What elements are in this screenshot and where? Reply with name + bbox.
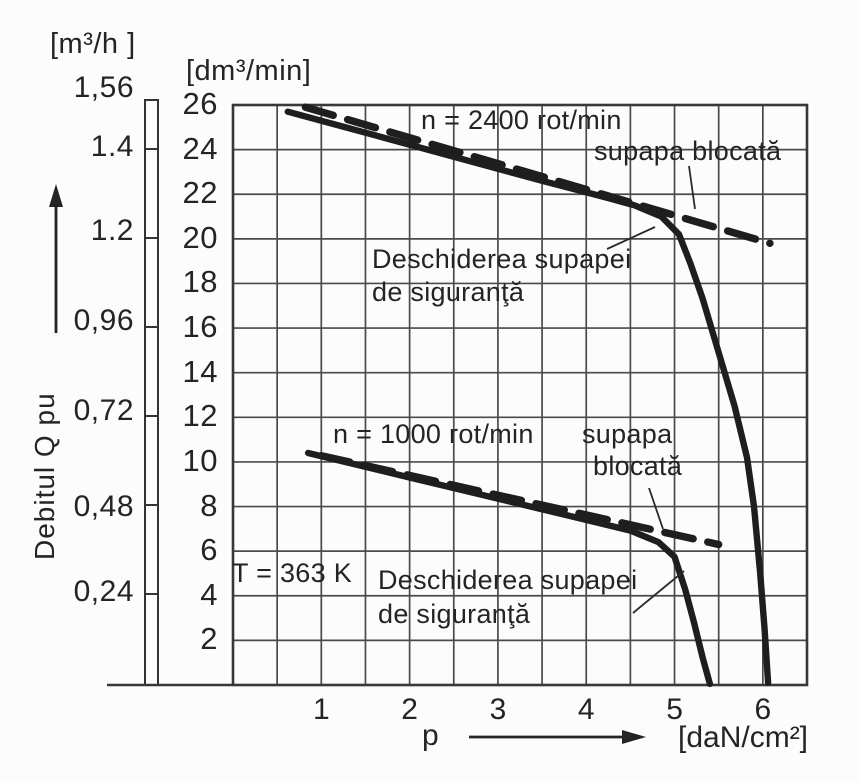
y-axis-secondary-unit: [m³/h ] bbox=[50, 28, 136, 60]
annotation-deschiderea-1000: Deschiderea supapei de siguranţă bbox=[378, 563, 637, 631]
y-tick-m3h: 1.4 bbox=[90, 130, 134, 163]
y-tick-m3h: 0,96 bbox=[73, 304, 134, 337]
x-tick: 3 bbox=[489, 693, 507, 726]
y-tick-dm3: 26 bbox=[182, 86, 218, 121]
y-tick-dm3: 22 bbox=[182, 175, 218, 211]
y-tick-m3h: 0,48 bbox=[73, 490, 134, 523]
annotation-blocata-1000: blocată bbox=[593, 451, 683, 481]
y-tick-m3h: 1,56 bbox=[73, 71, 134, 104]
x-tick: 4 bbox=[577, 693, 595, 726]
y-axis-arrow-icon bbox=[49, 184, 63, 207]
annotation-leader-line bbox=[648, 487, 664, 530]
annotation-deschiderea-2400: Deschiderea supapei de siguranţă bbox=[372, 243, 631, 309]
x-axis-unit: [daN/cm²] bbox=[678, 721, 809, 754]
annotation-leader-line bbox=[688, 165, 696, 210]
y-tick-dm3: 6 bbox=[200, 532, 218, 568]
x-axis-arrow-icon bbox=[622, 730, 646, 744]
curve-2400-solid bbox=[284, 108, 772, 686]
curve-1000-solid bbox=[304, 449, 714, 688]
y-tick-dm3: 2 bbox=[200, 621, 218, 657]
y-tick-m3h: 0,24 bbox=[73, 575, 134, 608]
y-tick-dm3: 12 bbox=[182, 398, 218, 434]
annotation-n1000: n = 1000 rot/min bbox=[333, 419, 534, 449]
x-tick: 5 bbox=[666, 693, 683, 726]
x-tick: 1 bbox=[312, 693, 330, 726]
y-tick-m3h: 1.2 bbox=[90, 214, 134, 247]
annotation-supapa-1000: supapa bbox=[582, 419, 673, 449]
annotation-leader-line bbox=[632, 570, 685, 614]
x-tick: 2 bbox=[401, 693, 418, 726]
annotation-deschiderea-1000-line2: de siguranţă bbox=[378, 599, 531, 629]
annotation-leader-line bbox=[606, 226, 656, 250]
annotation-deschiderea-2400-line1: Deschiderea supapei bbox=[372, 244, 632, 274]
y-tick-dm3: 20 bbox=[182, 219, 218, 255]
annotation-deschiderea-2400-line2: de siguranţă bbox=[372, 277, 525, 307]
x-axis-symbol: p bbox=[422, 719, 439, 752]
y-tick-dm3: 24 bbox=[182, 130, 218, 166]
annotation-temperature: T = 363 K bbox=[232, 558, 353, 588]
y-tick-dm3: 16 bbox=[182, 309, 218, 345]
x-tick: 6 bbox=[754, 693, 772, 726]
plot-border bbox=[231, 103, 809, 687]
curve-2400-dashed bbox=[301, 103, 774, 248]
y-tick-dm3: 4 bbox=[200, 576, 218, 612]
y-tick-dm3: 8 bbox=[200, 487, 218, 523]
y-axis-primary-unit: [dm³/min] bbox=[186, 55, 312, 87]
annotation-n2400: n = 2400 rot/min bbox=[421, 105, 622, 135]
annotation-deschiderea-1000-line1: Deschiderea supapei bbox=[378, 565, 638, 595]
y-tick-dm3: 18 bbox=[182, 264, 218, 300]
y-tick-dm3: 10 bbox=[182, 442, 218, 478]
y-tick-m3h: 0,72 bbox=[73, 394, 134, 427]
annotation-supapa-blocata-2400: supapa blocată bbox=[594, 136, 782, 166]
y-tick-dm3: 14 bbox=[182, 353, 218, 389]
